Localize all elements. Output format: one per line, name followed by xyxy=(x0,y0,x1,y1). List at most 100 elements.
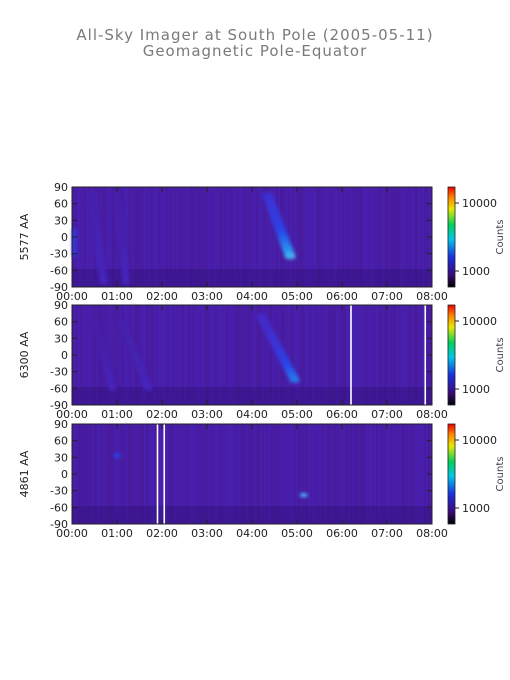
heatmap-column xyxy=(344,305,346,405)
heatmap-column xyxy=(234,305,236,405)
heatmap-column xyxy=(204,424,206,524)
heatmap-column xyxy=(328,424,330,524)
heatmap-column xyxy=(236,305,238,405)
heatmap-column xyxy=(368,305,370,405)
heatmap-column xyxy=(202,424,204,524)
heatmap-column xyxy=(358,187,360,287)
heatmap-column xyxy=(280,424,282,524)
heatmap-column xyxy=(210,424,212,524)
heatmap-column xyxy=(338,187,340,287)
heatmap-column xyxy=(140,305,142,405)
heatmap-column xyxy=(382,305,384,405)
heatmap-column xyxy=(128,424,130,524)
colorbar-label: Counts xyxy=(495,457,506,492)
heatmap-column xyxy=(256,305,258,405)
heatmap-column xyxy=(334,305,336,405)
heatmap-column xyxy=(234,187,236,287)
heatmap-column xyxy=(236,187,238,287)
heatmap-column xyxy=(410,187,412,287)
y-tick-label: -30 xyxy=(50,485,68,498)
heatmap-column xyxy=(400,187,402,287)
heatmap-column xyxy=(364,424,366,524)
heatmap-column xyxy=(306,187,308,287)
heatmap-column xyxy=(362,424,364,524)
heatmap-column xyxy=(368,187,370,287)
heatmap-features xyxy=(72,189,296,285)
heatmap-column xyxy=(232,305,234,405)
heatmap-column xyxy=(338,424,340,524)
heatmap-column xyxy=(180,424,182,524)
heatmap-column xyxy=(248,424,250,524)
heatmap-column xyxy=(116,305,118,405)
heatmap-column xyxy=(224,424,226,524)
heatmap-column xyxy=(416,305,418,405)
x-tick-label: 06:00 xyxy=(326,408,358,421)
heatmap-column xyxy=(150,424,152,524)
heatmap-column xyxy=(394,424,396,524)
y-tick-label: -60 xyxy=(50,264,68,277)
heatmap-column xyxy=(302,187,304,287)
x-tick-label: 01:00 xyxy=(101,527,133,540)
heatmap-column xyxy=(380,305,382,405)
heatmap-column xyxy=(396,187,398,287)
heatmap-column xyxy=(374,305,376,405)
heatmap-column xyxy=(258,305,260,405)
heatmap-features xyxy=(90,313,300,392)
x-tick-label: 03:00 xyxy=(191,290,223,303)
heatmap-column xyxy=(332,424,334,524)
colorbar-tick-label: 10000 xyxy=(462,197,497,210)
heatmap-column xyxy=(372,305,374,405)
heatmap-column xyxy=(400,305,402,405)
heatmap-column xyxy=(336,187,338,287)
heatmap-column xyxy=(98,424,100,524)
heatmap-column xyxy=(298,187,300,287)
heatmap-column xyxy=(144,305,146,405)
heatmap-column xyxy=(348,305,350,405)
heatmap-column xyxy=(322,187,324,287)
heatmap-column xyxy=(398,305,400,405)
heatmap-column xyxy=(380,424,382,524)
y-tick-label: 60 xyxy=(54,435,68,448)
heatmap-column xyxy=(98,305,100,405)
heatmap-column xyxy=(122,305,124,405)
heatmap-column xyxy=(94,424,96,524)
heatmap-features xyxy=(113,453,308,498)
y-tick-label: 60 xyxy=(54,316,68,329)
heatmap-column xyxy=(136,187,138,287)
heatmap-column xyxy=(124,424,126,524)
heatmap-column xyxy=(240,187,242,287)
heatmap-column xyxy=(212,187,214,287)
chart-title: All-Sky Imager at South Pole (2005-05-11… xyxy=(76,26,434,44)
heatmap-column xyxy=(384,424,386,524)
heatmap-column xyxy=(154,305,156,405)
heatmap-column xyxy=(196,424,198,524)
heatmap-column xyxy=(294,187,296,287)
heatmap-column xyxy=(330,305,332,405)
x-tick-label: 03:00 xyxy=(191,408,223,421)
x-tick-label: 08:00 xyxy=(416,527,448,540)
heatmap-column xyxy=(178,305,180,405)
heatmap-column xyxy=(304,305,306,405)
heatmap-column xyxy=(210,187,212,287)
heatmap-column xyxy=(244,187,246,287)
heatmap-column xyxy=(116,187,118,287)
heatmap-column xyxy=(342,187,344,287)
heatmap-column xyxy=(86,424,88,524)
heatmap-column xyxy=(414,424,416,524)
heatmap-column xyxy=(376,305,378,405)
heatmap-column xyxy=(314,424,316,524)
heatmap-column xyxy=(408,187,410,287)
heatmap-column xyxy=(80,424,82,524)
colorbar xyxy=(447,186,456,288)
heatmap-column xyxy=(396,424,398,524)
heatmap-column xyxy=(170,305,172,405)
heatmap-column xyxy=(178,187,180,287)
heatmap-column xyxy=(362,187,364,287)
y-tick-label: 30 xyxy=(54,214,68,227)
heatmap-column xyxy=(338,305,340,405)
heatmap-column xyxy=(86,187,88,287)
heatmap-column xyxy=(218,187,220,287)
heatmap-column xyxy=(122,424,124,524)
